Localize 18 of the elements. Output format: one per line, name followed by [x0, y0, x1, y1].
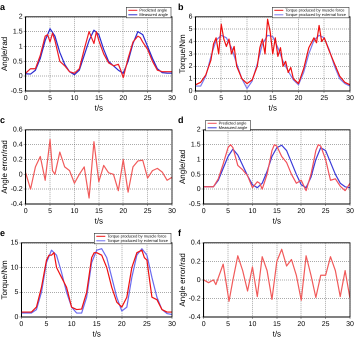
- chart-title: a: [0, 2, 6, 12]
- chart-title: e: [0, 228, 6, 238]
- x-axis-title: t/s: [268, 103, 277, 112]
- chart-title: b: [178, 2, 184, 12]
- chart-title: d: [178, 114, 184, 125]
- x-axis-title: t/s: [272, 216, 282, 226]
- y-axis-title: Angle error/rad: [178, 253, 188, 307]
- y-axis-title: Torque/Nm: [0, 260, 10, 300]
- y-axis-title: Angle/rad: [0, 36, 10, 72]
- x-axis-title: t/s: [272, 329, 282, 338]
- y-axis-title: Angle/rad: [178, 150, 188, 184]
- y-axis-title: Torque/Nm: [178, 34, 188, 74]
- chart-title: c: [0, 114, 6, 125]
- chart-title: f: [178, 228, 182, 238]
- y-axis-title: Angle error/rad: [0, 140, 10, 194]
- x-axis-title: t/s: [92, 329, 101, 338]
- x-axis-title: t/s: [94, 103, 104, 112]
- x-axis-title: t/s: [94, 216, 104, 226]
